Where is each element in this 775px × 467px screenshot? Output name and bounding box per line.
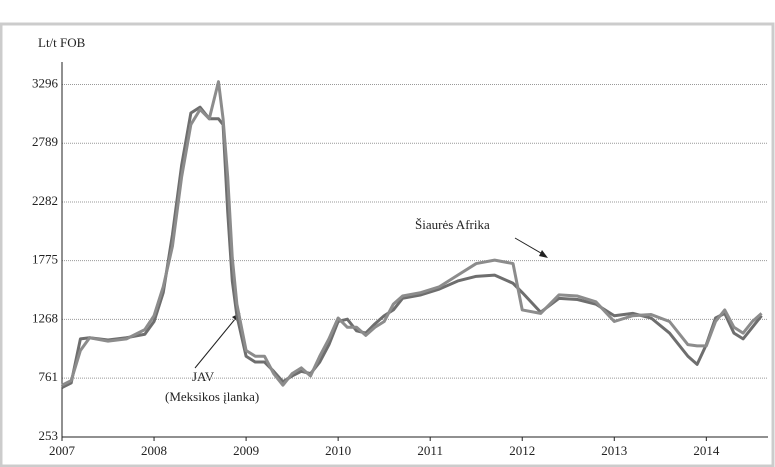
- x-tick-label: 2014: [693, 443, 720, 458]
- frame: [0, 22, 775, 467]
- y-tick-label: 2789: [32, 134, 58, 149]
- annotation: Šiaurės Afrika: [415, 217, 490, 232]
- y-tick-label: 253: [39, 428, 59, 443]
- line-series: [61, 80, 763, 387]
- x-tick-label: 2013: [601, 443, 627, 458]
- x-tick-label: 2012: [509, 443, 535, 458]
- x-tick-label: 2007: [49, 443, 76, 458]
- annotation: JAV: [192, 369, 215, 384]
- y-tick-label: 1268: [32, 310, 58, 325]
- x-tick-label: 2011: [417, 443, 443, 458]
- y-tick-label: 1775: [32, 252, 58, 267]
- x-tick-label: 2009: [233, 443, 259, 458]
- arrow-head: [539, 250, 548, 258]
- annotation: (Meksikos įlanka): [165, 389, 259, 404]
- y-axis-label: Lt/t FOB: [38, 35, 86, 50]
- x-tick-label: 2010: [325, 443, 351, 458]
- x-tick-label: 2008: [141, 443, 167, 458]
- y-tick-label: 3296: [32, 75, 59, 90]
- arrow: [194, 312, 241, 369]
- y-tick-label: 761: [39, 369, 59, 384]
- line-series: [61, 105, 763, 389]
- y-tick-label: 2282: [32, 193, 58, 208]
